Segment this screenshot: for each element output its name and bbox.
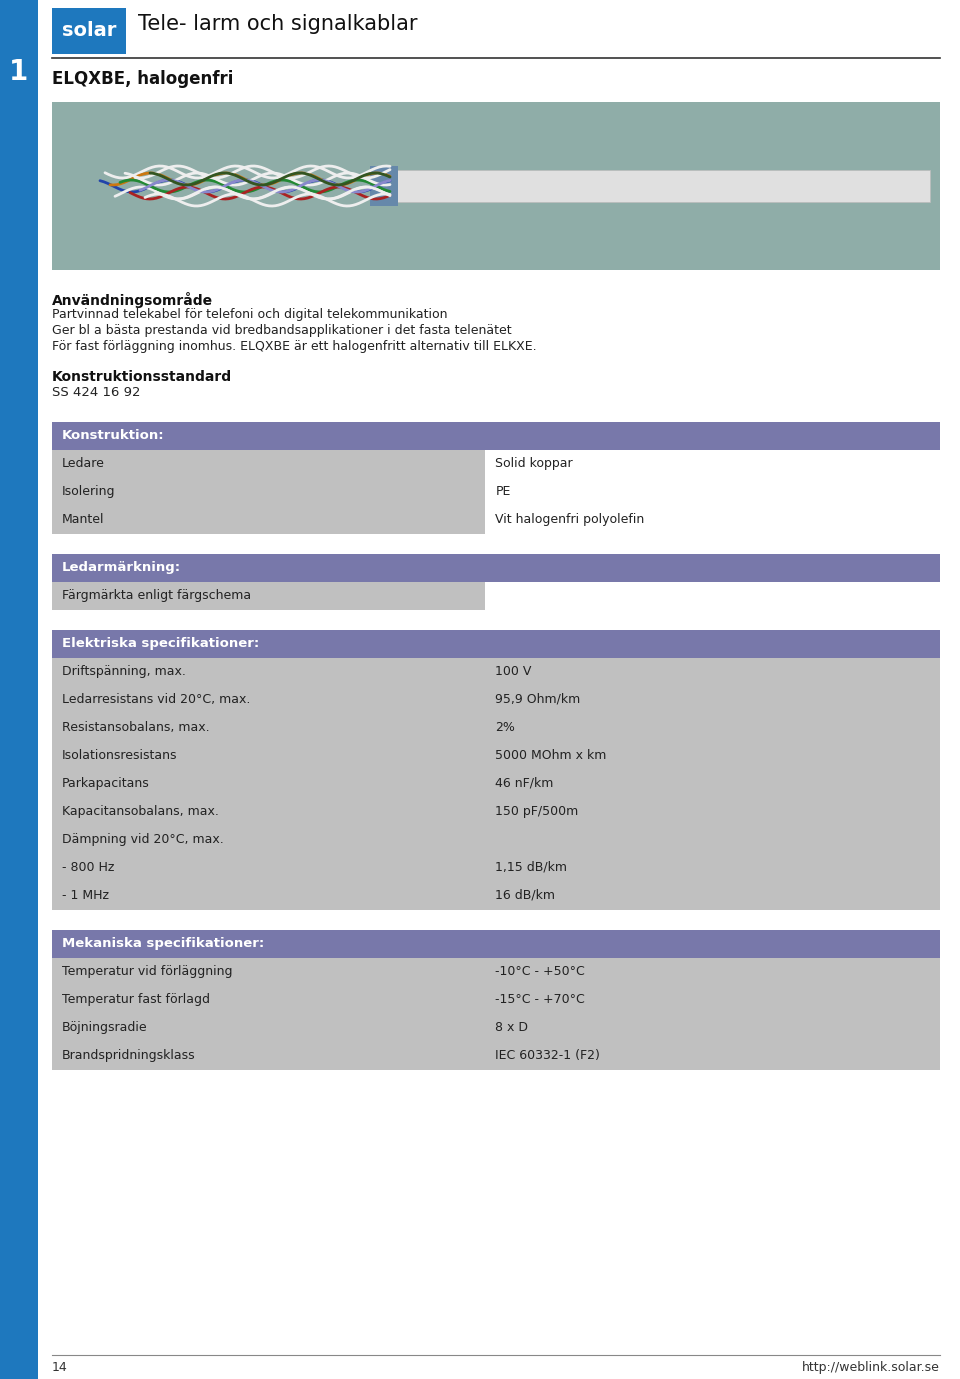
- Text: 5000 MOhm x km: 5000 MOhm x km: [495, 749, 607, 763]
- Text: Ledarmärkning:: Ledarmärkning:: [62, 561, 181, 574]
- Text: - 800 Hz: - 800 Hz: [62, 860, 114, 874]
- Text: Elektriska specifikationer:: Elektriska specifikationer:: [62, 637, 259, 650]
- Text: Mantel: Mantel: [62, 513, 105, 525]
- Text: 95,9 Ohm/km: 95,9 Ohm/km: [495, 694, 581, 706]
- Text: Temperatur vid förläggning: Temperatur vid förläggning: [62, 965, 232, 978]
- Bar: [52, 1043, 940, 1070]
- Text: Konstruktion:: Konstruktion:: [62, 429, 164, 443]
- Text: ELQXBE, halogenfri: ELQXBE, halogenfri: [52, 70, 233, 88]
- Text: Resistansobalans, max.: Resistansobalans, max.: [62, 721, 209, 734]
- Bar: [52, 102, 940, 270]
- Bar: [52, 854, 940, 883]
- Bar: [52, 798, 940, 826]
- Text: Parkapacitans: Parkapacitans: [62, 776, 150, 790]
- Bar: [52, 685, 940, 714]
- Text: PE: PE: [495, 485, 511, 498]
- Bar: [52, 769, 940, 798]
- Bar: [52, 742, 940, 769]
- Text: 8 x D: 8 x D: [495, 1020, 528, 1034]
- Text: Användningsområde: Användningsområde: [52, 292, 213, 308]
- Text: Färgmärkta enligt färgschema: Färgmärkta enligt färgschema: [62, 589, 252, 603]
- Bar: [52, 658, 940, 685]
- Text: Partvinnad telekabel för telefoni och digital telekommunikation: Partvinnad telekabel för telefoni och di…: [52, 308, 447, 321]
- Bar: [52, 630, 940, 658]
- Text: -15°C - +70°C: -15°C - +70°C: [495, 993, 585, 1007]
- Text: Isolationsresistans: Isolationsresistans: [62, 749, 178, 763]
- Text: Solid koppar: Solid koppar: [495, 456, 573, 470]
- Text: 2%: 2%: [495, 721, 516, 734]
- Text: 14: 14: [52, 1361, 68, 1373]
- Bar: [52, 929, 940, 958]
- Text: SS 424 16 92: SS 424 16 92: [52, 386, 140, 399]
- Text: IEC 60332-1 (F2): IEC 60332-1 (F2): [495, 1049, 600, 1062]
- Text: 1: 1: [10, 58, 29, 85]
- Bar: [52, 554, 940, 582]
- Text: http://weblink.solar.se: http://weblink.solar.se: [803, 1361, 940, 1373]
- Bar: [52, 8, 126, 54]
- Bar: [52, 422, 940, 450]
- Text: solar: solar: [61, 22, 116, 40]
- Bar: [52, 1014, 940, 1043]
- Text: -10°C - +50°C: -10°C - +50°C: [495, 965, 585, 978]
- Bar: [390, 170, 930, 201]
- Text: Kapacitansobalans, max.: Kapacitansobalans, max.: [62, 805, 219, 818]
- Bar: [52, 883, 940, 910]
- Text: 1,15 dB/km: 1,15 dB/km: [495, 860, 567, 874]
- Text: 16 dB/km: 16 dB/km: [495, 889, 555, 902]
- Bar: [52, 958, 940, 986]
- Text: Ledarresistans vid 20°C, max.: Ledarresistans vid 20°C, max.: [62, 694, 251, 706]
- Bar: [52, 826, 940, 854]
- Bar: [52, 714, 940, 742]
- Bar: [52, 450, 486, 479]
- Text: 150 pF/500m: 150 pF/500m: [495, 805, 579, 818]
- Text: Konstruktionsstandard: Konstruktionsstandard: [52, 370, 232, 383]
- Bar: [0, 0, 38, 1379]
- Bar: [52, 582, 486, 610]
- Text: Ledare: Ledare: [62, 456, 105, 470]
- Bar: [370, 165, 398, 205]
- Bar: [52, 506, 486, 534]
- Text: Temperatur fast förlagd: Temperatur fast förlagd: [62, 993, 210, 1007]
- Text: Böjningsradie: Böjningsradie: [62, 1020, 148, 1034]
- Text: 46 nF/km: 46 nF/km: [495, 776, 554, 790]
- Text: Dämpning vid 20°C, max.: Dämpning vid 20°C, max.: [62, 833, 224, 845]
- Text: 100 V: 100 V: [495, 665, 532, 678]
- Text: Driftspänning, max.: Driftspänning, max.: [62, 665, 186, 678]
- Text: Vit halogenfri polyolefin: Vit halogenfri polyolefin: [495, 513, 644, 525]
- Text: - 1 MHz: - 1 MHz: [62, 889, 109, 902]
- Text: Isolering: Isolering: [62, 485, 115, 498]
- Bar: [52, 479, 486, 506]
- Text: Brandspridningsklass: Brandspridningsklass: [62, 1049, 196, 1062]
- Text: Tele- larm och signalkablar: Tele- larm och signalkablar: [138, 14, 418, 34]
- Text: Mekaniska specifikationer:: Mekaniska specifikationer:: [62, 936, 264, 950]
- Text: Ger bl a bästa prestanda vid bredbandsapplikationer i det fasta telenätet: Ger bl a bästa prestanda vid bredbandsap…: [52, 324, 512, 336]
- Bar: [52, 986, 940, 1014]
- Text: För fast förläggning inomhus. ELQXBE är ett halogenfritt alternativ till ELKXE.: För fast förläggning inomhus. ELQXBE är …: [52, 341, 537, 353]
